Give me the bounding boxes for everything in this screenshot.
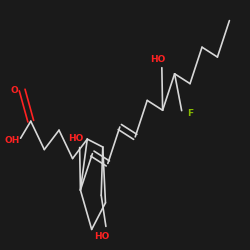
Text: HO: HO xyxy=(94,232,110,241)
Text: HO: HO xyxy=(68,134,84,143)
Text: HO: HO xyxy=(150,54,166,64)
Text: OH: OH xyxy=(4,136,20,145)
Text: F: F xyxy=(187,109,194,118)
Text: O: O xyxy=(11,86,18,94)
